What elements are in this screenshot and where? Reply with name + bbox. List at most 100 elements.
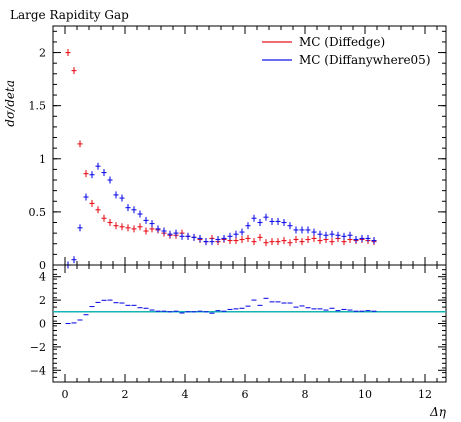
xtick-label: 0	[62, 388, 69, 401]
main-point-mc-diffedge	[251, 238, 257, 246]
main-point-mc-diffanywhere05	[371, 237, 377, 245]
main-point-mc-diffedge	[83, 170, 89, 178]
main-point-mc-diffedge	[137, 223, 143, 231]
main-point-mc-diffedge	[95, 206, 101, 214]
main-point-mc-diffanywhere05	[323, 231, 329, 239]
main-point-mc-diffanywhere05	[131, 206, 137, 214]
main-point-mc-diffanywhere05	[155, 225, 161, 233]
main-point-mc-diffanywhere05	[341, 232, 347, 240]
main-ytick-label: 0.5	[29, 206, 47, 219]
main-point-mc-diffanywhere05	[197, 234, 203, 242]
main-point-mc-diffedge	[299, 238, 305, 246]
main-point-mc-diffedge	[329, 238, 335, 246]
main-point-mc-diffanywhere05	[293, 226, 299, 234]
main-point-mc-diffanywhere05	[335, 231, 341, 239]
y-axis-label: dσ/deta	[3, 80, 17, 127]
main-point-mc-diffanywhere05	[281, 219, 287, 227]
main-point-mc-diffanywhere05	[137, 210, 143, 218]
main-point-mc-diffedge	[293, 236, 299, 244]
xtick-label: 2	[122, 388, 129, 401]
main-point-mc-diffedge	[131, 225, 137, 233]
main-point-mc-diffanywhere05	[83, 193, 89, 201]
main-point-mc-diffedge	[113, 222, 119, 230]
main-point-mc-diffedge	[275, 238, 281, 246]
main-point-mc-diffanywhere05	[215, 236, 221, 244]
main-point-mc-diffanywhere05	[107, 176, 113, 184]
main-point-mc-diffanywhere05	[203, 238, 209, 246]
main-point-mc-diffanywhere05	[209, 238, 215, 246]
main-point-mc-diffanywhere05	[185, 232, 191, 240]
main-ytick-label: 2	[39, 47, 46, 60]
main-ytick-label: 1.5	[29, 100, 47, 113]
main-point-mc-diffedge	[107, 219, 113, 227]
ratio-ytick-label: 0	[39, 318, 46, 331]
main-ytick-label: 1	[39, 153, 46, 166]
main-point-mc-diffedge	[257, 233, 263, 241]
main-point-mc-diffedge	[317, 237, 323, 245]
main-point-mc-diffanywhere05	[113, 191, 119, 199]
main-point-mc-diffedge	[71, 67, 77, 75]
main-point-mc-diffanywhere05	[365, 234, 371, 242]
legend: MC (Diffedge) MC (Diffanywhere05)	[262, 35, 431, 67]
main-point-mc-diffanywhere05	[299, 226, 305, 234]
main-point-mc-diffanywhere05	[251, 214, 257, 222]
main-point-mc-diffanywhere05	[191, 233, 197, 241]
main-point-mc-diffanywhere05	[161, 227, 167, 235]
main-point-mc-diffedge	[65, 49, 71, 57]
main-point-mc-diffanywhere05	[149, 220, 155, 228]
main-point-mc-diffedge	[305, 236, 311, 244]
main-point-mc-diffanywhere05	[167, 230, 173, 238]
main-point-mc-diffanywhere05	[143, 216, 149, 224]
main-point-mc-diffedge	[287, 239, 293, 247]
xtick-label: 4	[182, 388, 189, 401]
main-point-mc-diffedge	[311, 234, 317, 242]
xtick-label: 6	[242, 388, 249, 401]
main-point-mc-diffedge	[263, 239, 269, 247]
main-point-mc-diffanywhere05	[101, 169, 107, 177]
main-point-mc-diffanywhere05	[275, 217, 281, 225]
main-point-mc-diffedge	[239, 236, 245, 244]
main-point-mc-diffanywhere05	[119, 194, 125, 202]
main-point-mc-diffanywhere05	[257, 219, 263, 227]
ratio-ytick-label: −4	[30, 364, 46, 377]
main-point-mc-diffanywhere05	[347, 231, 353, 239]
main-point-mc-diffanywhere05	[263, 213, 269, 221]
main-point-mc-diffanywhere05	[125, 204, 131, 212]
main-point-mc-diffanywhere05	[239, 228, 245, 236]
main-point-mc-diffanywhere05	[311, 228, 317, 236]
ratio-frame	[52, 264, 447, 383]
main-point-mc-diffanywhere05	[221, 234, 227, 242]
main-point-mc-diffedge	[269, 238, 275, 246]
main-point-mc-diffedge	[77, 140, 83, 148]
main-point-mc-diffedge	[245, 234, 251, 242]
main-point-mc-diffanywhere05	[89, 171, 95, 179]
main-point-mc-diffedge	[101, 214, 107, 222]
main-point-mc-diffanywhere05	[245, 222, 251, 230]
main-point-mc-diffanywhere05	[71, 256, 77, 264]
main-point-mc-diffanywhere05	[179, 232, 185, 240]
chart-title: Large Rapidity Gap	[10, 8, 129, 22]
main-point-mc-diffanywhere05	[305, 226, 311, 234]
legend-label-diffanywhere05: MC (Diffanywhere05)	[299, 53, 431, 67]
main-point-mc-diffanywhere05	[95, 162, 101, 170]
main-point-mc-diffanywhere05	[287, 222, 293, 230]
xtick-label: 12	[418, 388, 432, 401]
main-point-mc-diffanywhere05	[173, 229, 179, 237]
main-ytick-label: 0	[39, 259, 46, 272]
main-point-mc-diffedge	[143, 227, 149, 235]
main-point-mc-diffanywhere05	[77, 224, 83, 232]
ratio-ytick-label: 2	[39, 294, 46, 307]
main-point-mc-diffanywhere05	[233, 230, 239, 238]
xtick-label: 8	[302, 388, 309, 401]
legend-label-diffedge: MC (Diffedge)	[299, 35, 385, 49]
main-point-mc-diffedge	[119, 223, 125, 231]
main-point-mc-diffanywhere05	[329, 230, 335, 238]
main-point-mc-diffedge	[89, 199, 95, 207]
ratio-panel: −4 −2 0 2 4 0 2 4 6 8 10 12	[30, 264, 447, 401]
x-axis-label: Δη	[429, 405, 447, 419]
main-point-mc-diffanywhere05	[269, 217, 275, 225]
ratio-ytick-label: −2	[30, 341, 46, 354]
ratio-ytick-label: 4	[39, 271, 46, 284]
main-panel: 0 0.5 1 1.5 2	[29, 25, 447, 272]
